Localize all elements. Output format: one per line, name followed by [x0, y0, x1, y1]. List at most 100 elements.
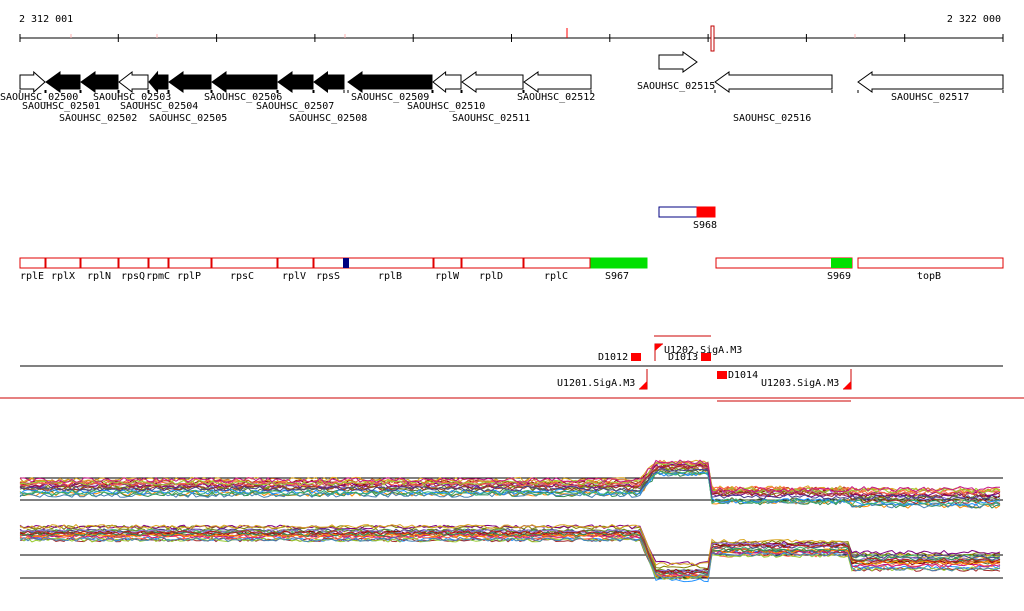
operon-gene-box	[168, 257, 212, 269]
operon-navy-mark	[343, 258, 349, 268]
feature-d1014[interactable]	[717, 371, 727, 379]
operon-s969-green	[831, 258, 852, 268]
gene-label: SAOUHSC_02515	[637, 81, 715, 92]
operon-gene-label: rplD	[479, 271, 503, 282]
operon-gene-topb[interactable]: topB	[857, 257, 1004, 282]
expression-profile-line	[19, 459, 1001, 496]
gene-arrow	[313, 71, 345, 93]
gene-saouhsc-02500[interactable]: SAOUHSC_02500	[0, 70, 78, 103]
gene-arrow	[211, 71, 278, 93]
feature-d1013[interactable]	[701, 353, 711, 361]
operon-gene-s967[interactable]: S967	[590, 257, 648, 282]
operon-gene-rpln[interactable]: rplN	[80, 257, 119, 282]
expression-profile-line	[19, 523, 1001, 567]
gene-arrow	[461, 71, 524, 93]
operon-gene-rplw[interactable]: rplW	[433, 257, 462, 282]
gene-saouhsc-02506[interactable]: SAOUHSC_02506	[204, 71, 282, 103]
operon-gene-label: rplE	[20, 271, 44, 282]
gene-saouhsc-02505[interactable]: SAOUHSC_02505	[149, 71, 227, 124]
operon-gene-rplc[interactable]: rplC	[523, 257, 591, 282]
gene-arrow	[148, 70, 169, 94]
gene-arrow	[168, 71, 212, 93]
operon-gene-box	[80, 257, 119, 269]
operon-gene-box	[461, 257, 524, 269]
gene-label: SAOUHSC_02517	[891, 92, 969, 103]
coordinate-ruler: 2 312 001 2 322 000	[19, 14, 1004, 52]
gene-saouhsc-02502[interactable]: SAOUHSC_02502	[59, 71, 137, 124]
operon-gene-label: rpsQ	[121, 271, 145, 282]
promoter-u1203[interactable]	[843, 369, 852, 390]
expression-profile-line	[19, 536, 1001, 579]
expression-profile-line	[19, 459, 1001, 493]
gene-saouhsc-02503[interactable]: SAOUHSC_02503	[93, 70, 171, 103]
gene-saouhsc-02508[interactable]: SAOUHSC_02508	[289, 71, 367, 124]
operon-gene-rpmc[interactable]: rpmC	[146, 257, 170, 282]
gene-label: SAOUHSC_02512	[517, 92, 595, 103]
operon-gene-rpss[interactable]: rpsS	[316, 271, 340, 282]
gene-arrow	[347, 71, 433, 93]
operon-gene-box	[45, 257, 81, 269]
gene-arrow	[45, 71, 81, 93]
gene-arrow	[432, 70, 462, 94]
segment-s968[interactable]: S968	[658, 206, 717, 231]
gene-saouhsc-02504[interactable]: SAOUHSC_02504	[120, 70, 198, 112]
expression-profiles	[19, 459, 1003, 583]
segment-s968-white-part	[658, 206, 698, 218]
gene-label: SAOUHSC_02503	[93, 92, 171, 103]
operon-gene-label: S969	[827, 271, 851, 282]
gene-arrow	[118, 70, 149, 94]
gene-saouhsc-02515[interactable]: SAOUHSC_02515	[637, 51, 715, 92]
gene-saouhsc-02501[interactable]: SAOUHSC_02501	[22, 71, 100, 112]
gene-saouhsc-02512[interactable]: SAOUHSC_02512	[517, 71, 595, 103]
operon-gene-box	[19, 257, 46, 269]
operon-gene-label: rplV	[282, 271, 306, 282]
operon-gene-label: topB	[917, 271, 941, 282]
operon-gene-label: rplW	[435, 271, 460, 282]
operon-gene-box	[523, 257, 591, 269]
gene-track: SAOUHSC_02500SAOUHSC_02501SAOUHSC_02502S…	[0, 51, 1004, 124]
gene-arrow	[714, 71, 833, 93]
gene-saouhsc-02516[interactable]: SAOUHSC_02516	[714, 71, 833, 124]
operon-gene-rplv[interactable]: rplV	[277, 257, 314, 282]
expression-profile-line	[19, 471, 1001, 509]
operon-gene-rpsq[interactable]: rpsQ	[118, 257, 149, 282]
operon-gene-rple[interactable]: rplE	[19, 257, 46, 282]
ruler-end-coordinate: 2 322 000	[947, 14, 1001, 25]
gene-saouhsc-02509[interactable]: SAOUHSC_02509	[347, 71, 433, 103]
segment-s968-label: S968	[693, 220, 717, 231]
segment-s968-red-part	[696, 206, 716, 218]
feature-d1014-label: D1014	[728, 370, 758, 381]
ruler-position-marker[interactable]	[710, 25, 715, 52]
profile-lines	[19, 459, 1001, 583]
operon-gene-rplp[interactable]: rplP	[168, 257, 212, 282]
gene-label: SAOUHSC_02502	[59, 113, 137, 124]
operon-gene-box	[211, 257, 278, 269]
promoter-u1203-label: U1203.SigA.M3	[761, 378, 839, 389]
operon-gene-box	[857, 257, 1004, 269]
expression-profile-line	[19, 470, 1001, 506]
promoter-u1201-label: U1201.SigA.M3	[557, 378, 635, 389]
gene-label: SAOUHSC_02507	[256, 101, 334, 112]
operon-gene-rplb[interactable]: rplB	[378, 271, 402, 282]
feature-track: D1012 D1013 D1014 U1202.SigA.M3 U1201.Si…	[0, 335, 1024, 402]
operon-gene-label: rpsC	[230, 271, 254, 282]
operon-gene-rplx[interactable]: rplX	[45, 257, 81, 282]
gene-label: SAOUHSC_02506	[204, 92, 282, 103]
promoter-u1202-label: U1202.SigA.M3	[664, 345, 742, 356]
gene-saouhsc-02510[interactable]: SAOUHSC_02510	[407, 70, 485, 112]
operon-gene-box	[148, 257, 169, 269]
operon-gene-box	[118, 257, 149, 269]
operon-gene-rpsc[interactable]: rpsC	[211, 257, 278, 282]
operon-gene-label: rpmC	[146, 271, 170, 282]
gene-saouhsc-02517[interactable]: SAOUHSC_02517	[857, 71, 1004, 103]
operon-gene-rpld[interactable]: rplD	[461, 257, 524, 282]
gene-saouhsc-02511[interactable]: SAOUHSC_02511	[452, 71, 530, 124]
promoter-u1202[interactable]	[654, 343, 663, 361]
operon-gene-label: rplC	[544, 271, 568, 282]
gene-arrow	[277, 71, 314, 93]
promoter-u1201[interactable]	[639, 369, 648, 390]
expression-profile-line	[19, 524, 1001, 566]
feature-d1012[interactable]	[631, 353, 641, 361]
operon-gene-label: rplP	[177, 271, 201, 282]
gene-saouhsc-02507[interactable]: SAOUHSC_02507	[256, 71, 334, 112]
